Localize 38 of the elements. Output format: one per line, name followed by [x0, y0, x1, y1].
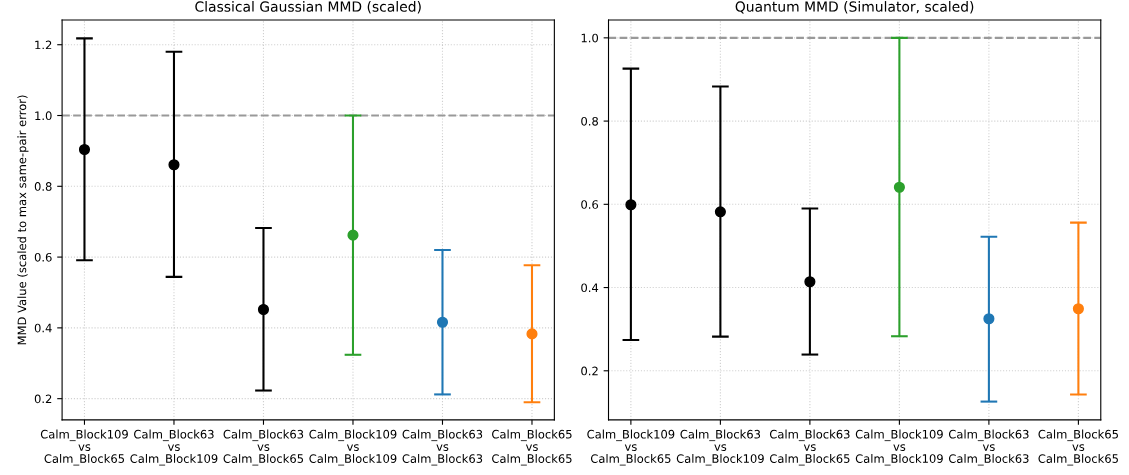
- x-tick-label: Calm_Block65 vs Calm_Block65: [492, 429, 572, 466]
- y-tick-label: 1.0: [35, 111, 52, 121]
- x-tick-label: Calm_Block109 vs Calm_Block65: [587, 429, 675, 466]
- x-tick-label: Calm_Block63 vs Calm_Block109: [130, 429, 218, 466]
- point: [1072, 303, 1084, 315]
- x-tick-label: Calm_Block63 vs Calm_Block65: [769, 429, 850, 466]
- x-tick-label: Calm_Block109 vs Calm_Block109: [855, 429, 943, 466]
- point: [893, 181, 905, 193]
- y-tick-label: 0.4: [34, 323, 52, 333]
- point: [526, 328, 538, 340]
- point: [347, 229, 359, 241]
- point: [168, 159, 180, 171]
- point: [257, 303, 270, 316]
- point: [714, 206, 726, 218]
- y-tick-label: 0.2: [34, 394, 52, 404]
- point: [625, 199, 637, 211]
- point: [983, 313, 995, 325]
- x-tick-label: Calm_Block63 vs Calm_Block63: [402, 429, 483, 466]
- x-tick-label: Calm_Block63 vs Calm_Block63: [948, 429, 1029, 466]
- y-tick-label: 0.2: [581, 366, 598, 376]
- x-tick-label: Calm_Block109 vs Calm_Block65: [40, 429, 128, 466]
- x-tick-label: Calm_Block63 vs Calm_Block65: [223, 429, 304, 466]
- point: [78, 143, 91, 156]
- chart-title: Classical Gaussian MMD (scaled): [195, 1, 421, 14]
- chart-title: Quantum MMD (Simulator, scaled): [735, 1, 974, 14]
- point: [804, 276, 816, 288]
- y-tick-label: 0.6: [581, 200, 599, 209]
- y-tick-label: 0.6: [34, 252, 52, 262]
- y-tick-label: 0.8: [34, 182, 52, 191]
- y-tick-label: 0.4: [581, 283, 599, 293]
- point: [436, 316, 449, 328]
- x-tick-label: Calm_Block65 vs Calm_Block65: [1038, 429, 1118, 466]
- y-tick-label: 1.0: [581, 33, 599, 43]
- x-tick-label: Calm_Block109 vs Calm_Block109: [309, 429, 397, 466]
- x-tick-label: Calm_Block63 vs Calm_Block109: [676, 429, 764, 466]
- y-axis-title: MMD Value (scaled to max same-pair error): [17, 95, 29, 345]
- y-tick-label: 1.2: [35, 40, 52, 50]
- y-tick-label: 0.8: [581, 116, 598, 126]
